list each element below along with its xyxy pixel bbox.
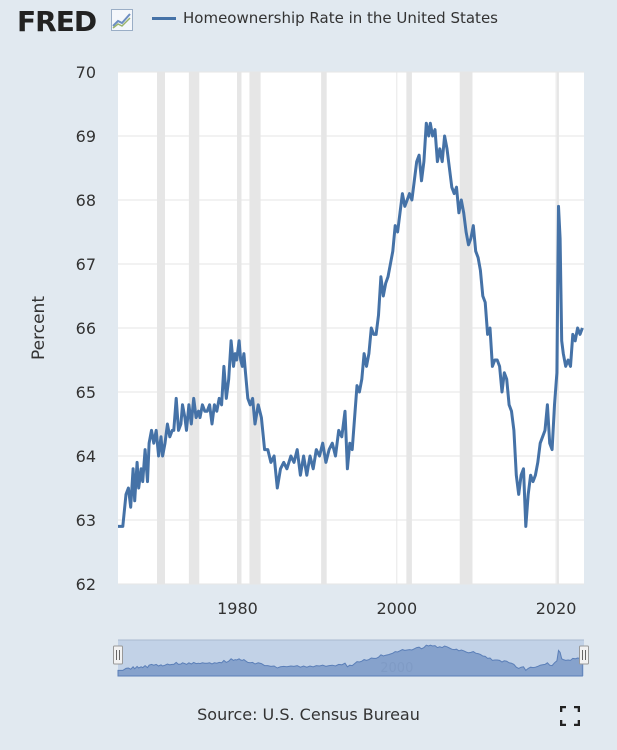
fred-trend-icon [111, 9, 133, 31]
y-tick-label: 64 [76, 447, 96, 466]
navigator-right-handle[interactable] [579, 645, 589, 665]
y-tick-label: 62 [76, 575, 96, 594]
legend-swatch [152, 17, 176, 20]
x-tick-label: 1980 [217, 599, 258, 618]
chart-header: FRED Homeownership Rate in the United St… [0, 0, 617, 44]
fullscreen-icon[interactable] [560, 706, 580, 726]
legend-series-label: Homeownership Rate in the United States [183, 9, 498, 27]
navigator-left-handle[interactable] [113, 645, 123, 665]
y-axis-label: Percent [29, 296, 49, 360]
line-chart[interactable]: 62 63 64 65 66 67 68 69 70 1980 2000 2020 Percent 20… [0, 44, 617, 694]
navigator-series-area [117, 644, 583, 677]
y-tick-label: 69 [76, 127, 96, 146]
fred-logo[interactable]: FRED [17, 5, 97, 38]
x-tick-label: 2000 [376, 599, 417, 618]
source-caption: Source: U.S. Census Bureau [197, 705, 420, 724]
handle-body [579, 645, 589, 665]
y-tick-label: 65 [76, 383, 96, 402]
y-tick-label: 63 [76, 511, 96, 530]
y-tick-label: 66 [76, 319, 96, 338]
y-tick-label: 70 [76, 63, 96, 82]
x-tick-label: 2020 [536, 599, 577, 618]
y-tick-label: 67 [76, 255, 96, 274]
handle-body [113, 645, 123, 665]
y-tick-label: 68 [76, 191, 96, 210]
series-line [118, 121, 584, 528]
range-navigator[interactable]: 2000 [113, 639, 589, 677]
plot-area[interactable]: 62 63 64 65 66 67 68 69 70 1980 2000 2020 Percent [29, 63, 584, 618]
